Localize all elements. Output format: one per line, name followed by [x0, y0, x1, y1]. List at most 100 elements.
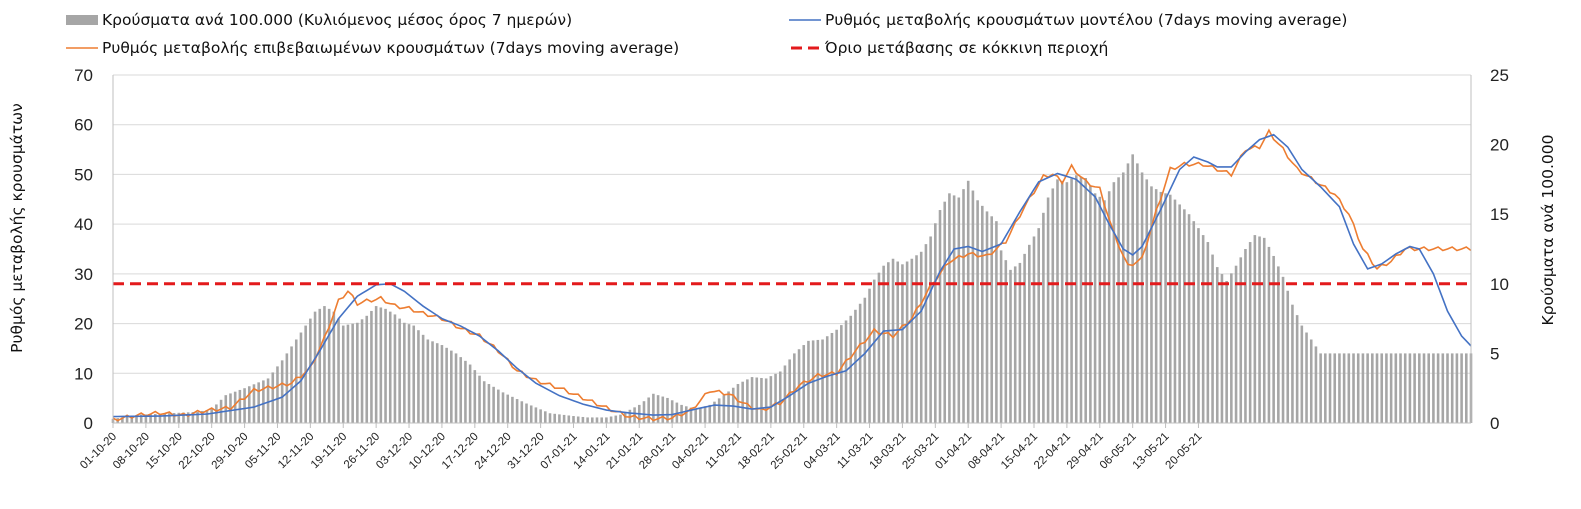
bar — [186, 412, 190, 423]
bar — [271, 372, 275, 423]
bar — [619, 414, 622, 423]
bar — [981, 205, 984, 423]
right-y-tick-label: 20 — [1490, 136, 1509, 155]
bar — [1300, 325, 1304, 423]
bar — [229, 393, 232, 423]
bar — [581, 416, 585, 423]
bar — [1168, 194, 1172, 423]
bar — [586, 417, 589, 423]
bar — [318, 308, 322, 423]
bar — [919, 251, 923, 423]
bar — [901, 264, 904, 423]
bar — [567, 415, 571, 423]
bar — [200, 410, 204, 423]
bar — [948, 193, 951, 423]
bar — [1432, 353, 1435, 423]
bar — [1436, 353, 1440, 423]
left-y-tick-label: 50 — [74, 165, 93, 184]
bar — [454, 353, 458, 423]
right-y-tick-label: 5 — [1490, 344, 1499, 363]
bar — [1009, 269, 1012, 423]
bar — [995, 221, 998, 423]
bar — [854, 309, 857, 423]
bar — [614, 415, 618, 423]
bar — [844, 320, 848, 423]
bar — [1277, 266, 1280, 423]
bar — [1338, 353, 1341, 423]
bar — [1324, 353, 1327, 423]
bar — [1121, 172, 1125, 423]
bar — [459, 357, 463, 423]
legend-label: Όριο μετάβασης σε κόκκινη περιοχή — [824, 39, 1108, 57]
bar — [238, 389, 242, 423]
bar — [1460, 353, 1463, 423]
bar — [1403, 353, 1407, 423]
bar — [1154, 189, 1158, 423]
bar — [445, 347, 448, 423]
bar — [1197, 228, 1200, 423]
bar — [1140, 172, 1144, 423]
bar — [158, 413, 162, 423]
bar — [421, 334, 425, 423]
confirmed-rate-line — [112, 128, 1472, 422]
bar — [872, 279, 876, 423]
bar — [1441, 353, 1445, 423]
bar — [684, 406, 688, 423]
bar — [727, 391, 730, 423]
left-axis-title: Ρυθμός μεταβολής κρουσμάτων — [8, 103, 26, 353]
left-y-tick-label: 70 — [74, 66, 93, 85]
bar — [1258, 236, 1261, 423]
bar — [793, 353, 796, 423]
bar — [999, 250, 1003, 423]
bar — [1408, 353, 1412, 423]
bar — [1051, 188, 1055, 423]
bar — [962, 189, 965, 423]
x-tick-label: 29-10-20 — [210, 431, 251, 472]
bar — [1239, 257, 1243, 423]
bar — [816, 339, 820, 423]
bar — [623, 412, 627, 423]
bar — [205, 410, 209, 423]
bar — [990, 216, 993, 423]
bar — [1065, 182, 1069, 423]
bar — [825, 336, 829, 423]
bar — [144, 414, 148, 423]
bar — [910, 258, 914, 423]
bar — [868, 288, 871, 423]
bar — [172, 413, 176, 423]
bar — [680, 404, 683, 423]
bar — [1248, 242, 1252, 423]
bar — [769, 376, 773, 423]
bar — [520, 401, 524, 423]
legend-swatch — [66, 15, 98, 25]
bar — [327, 308, 331, 423]
bar — [764, 378, 768, 423]
bar — [1084, 178, 1087, 423]
legend-item: Κρούσματα ανά 100.000 (Κυλιόμενος μέσος … — [66, 11, 572, 29]
bar — [952, 195, 956, 423]
left-y-tick-label: 0 — [84, 414, 93, 433]
bar — [689, 407, 693, 423]
bar — [247, 386, 251, 423]
bar — [257, 382, 260, 423]
bar — [501, 392, 505, 423]
bar — [572, 416, 575, 423]
left-y-tick-label: 30 — [74, 265, 93, 284]
bar — [1220, 274, 1224, 423]
bar — [783, 365, 787, 423]
bar — [1375, 353, 1379, 423]
bar — [905, 261, 909, 423]
x-tick-label: 04-02-21 — [670, 431, 711, 472]
bar — [1023, 253, 1026, 423]
bar — [182, 412, 185, 423]
bar — [1117, 177, 1120, 423]
bar — [473, 370, 477, 423]
bar — [1230, 273, 1233, 423]
bar — [1450, 353, 1454, 423]
bar — [778, 371, 782, 423]
bar — [548, 413, 552, 423]
legend-item: Όριο μετάβασης σε κόκκινη περιοχή — [791, 39, 1108, 57]
bar — [388, 311, 392, 423]
bar — [529, 405, 533, 423]
